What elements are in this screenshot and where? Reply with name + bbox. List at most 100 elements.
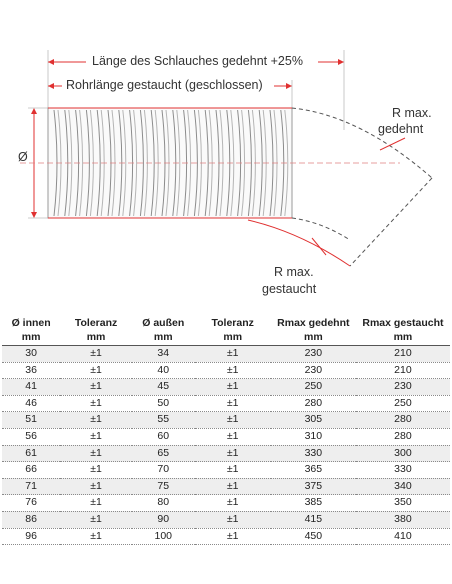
units-row: mm mm mm mm mm mm [2, 330, 450, 346]
table-cell: ±1 [60, 345, 132, 363]
table-cell: 34 [131, 345, 195, 363]
hose-body [20, 107, 400, 219]
col-header-tolerance-inner: Toleranz [74, 317, 118, 329]
table-cell: ±1 [194, 378, 271, 396]
label-length-stretched: Länge des Schlauches gedehnt +25% [92, 54, 303, 68]
table-row: 66 ±1 70 ±1 365 330 [2, 461, 450, 479]
table-row: 76 ±1 80 ±1 385 350 [2, 494, 450, 512]
col-header-rmax-compressed: Rmax gestaucht [362, 317, 444, 329]
table-cell: 385 [270, 494, 356, 512]
table-row: 56 ±1 60 ±1 310 280 [2, 428, 450, 446]
table-cell: 70 [131, 461, 195, 479]
table-cell: 41 [2, 378, 61, 396]
table-cell: 230 [270, 362, 356, 379]
table-cell: 210 [355, 345, 450, 363]
table-cell: 210 [355, 362, 450, 379]
table-cell: ±1 [194, 345, 271, 363]
label-rmax-compressed-2: gestaucht [262, 282, 317, 296]
table-cell: ±1 [60, 461, 132, 479]
col-header-tolerance-outer: Toleranz [211, 317, 254, 329]
table-cell: 30 [2, 345, 61, 363]
table-cell: ±1 [60, 428, 132, 446]
table-row: 41 ±1 45 ±1 250 230 [2, 378, 450, 396]
col-header-inner-diameter: Ø innen [11, 317, 51, 329]
table-cell: ±1 [60, 445, 132, 462]
hose-drawing [20, 50, 433, 267]
hose-bend-outline [247, 107, 433, 267]
table-cell: 55 [131, 411, 195, 429]
table-row: 71 ±1 75 ±1 375 340 [2, 478, 450, 495]
table-cell: ±1 [194, 445, 271, 462]
table-cell: 51 [2, 411, 61, 429]
table-cell: ±1 [60, 511, 132, 529]
table-cell: 280 [355, 411, 450, 429]
table-cell: 415 [270, 511, 356, 529]
table-cell: 61 [2, 445, 61, 462]
table-cell: 380 [355, 511, 450, 529]
unit-cell: mm [303, 331, 323, 343]
unit-cell: mm [393, 331, 413, 343]
table-cell: 90 [131, 511, 195, 529]
dimension-stretched [47, 50, 345, 130]
table-cell: 36 [2, 362, 61, 379]
table-cell: ±1 [194, 411, 271, 429]
label-diameter: Ø [18, 150, 28, 164]
table-cell: 86 [2, 511, 61, 529]
table-cell: ±1 [60, 411, 132, 429]
table-cell: ±1 [194, 478, 271, 495]
table-body: 30 ±1 34 ±1 230 210 36 ±1 40 ±1 230 210 41 ±1 45 ±1 250 2… [2, 345, 450, 545]
table-cell: ±1 [194, 362, 271, 379]
label-rmax-compressed-1: R max. [274, 265, 314, 279]
unit-cell: mm [223, 331, 243, 343]
dimensions-table: Ø innen Toleranz Ø außen Toleranz Rmax g… [2, 317, 450, 545]
table-cell: ±1 [194, 428, 271, 446]
unit-cell: mm [153, 331, 173, 343]
table-cell: ±1 [194, 461, 271, 479]
col-header-outer-diameter: Ø außen [142, 317, 185, 329]
table-cell: 75 [131, 478, 195, 495]
table-row: 36 ±1 40 ±1 230 210 [2, 362, 450, 379]
table-cell: 71 [2, 478, 61, 495]
dimension-compressed [48, 80, 293, 108]
label-length-compressed: Rohrlänge gestaucht (geschlossen) [66, 78, 263, 92]
table-cell: 300 [355, 445, 450, 462]
table-cell: ±1 [60, 494, 132, 512]
unit-cell: mm [21, 331, 41, 343]
table-cell: 56 [2, 428, 61, 446]
table-cell: 80 [131, 494, 195, 512]
table-cell: 280 [355, 428, 450, 446]
table-cell: 410 [355, 528, 450, 545]
table-cell: ±1 [194, 511, 271, 529]
label-rmax-stretched-2: gedehnt [378, 122, 424, 136]
table-cell: 305 [270, 411, 356, 429]
table-cell: ±1 [194, 395, 271, 412]
table-cell: ±1 [60, 395, 132, 412]
table-cell: 65 [131, 445, 195, 462]
table-cell: 250 [270, 378, 356, 396]
table-cell: 46 [2, 395, 61, 412]
table-cell: ±1 [194, 528, 271, 545]
table-cell: 60 [131, 428, 195, 446]
table-row: 96 ±1 100 ±1 450 410 [2, 528, 450, 545]
table-cell: 230 [270, 345, 356, 363]
table-cell: 375 [270, 478, 356, 495]
table-cell: 340 [355, 478, 450, 495]
table-cell: 45 [131, 378, 195, 396]
table-cell: 310 [270, 428, 356, 446]
table-cell: 100 [131, 528, 195, 545]
table-cell: 96 [2, 528, 61, 545]
table-cell: ±1 [60, 478, 132, 495]
hose-diagram: Länge des Schlauches gedehnt +25% Rohrlä… [18, 50, 433, 296]
table-cell: 280 [270, 395, 356, 412]
table-cell: 76 [2, 494, 61, 512]
col-header-rmax-stretched: Rmax gedehnt [277, 317, 350, 329]
label-rmax-stretched-1: R max. [392, 106, 432, 120]
header-row: Ø innen Toleranz Ø außen Toleranz Rmax g… [2, 317, 450, 330]
table-cell: 330 [270, 445, 356, 462]
table-cell: 350 [355, 494, 450, 512]
table-cell: 66 [2, 461, 61, 479]
table-cell: ±1 [60, 528, 132, 545]
table-cell: ±1 [60, 378, 132, 396]
table-row: 61 ±1 65 ±1 330 300 [2, 445, 450, 462]
table-cell: 230 [355, 378, 450, 396]
